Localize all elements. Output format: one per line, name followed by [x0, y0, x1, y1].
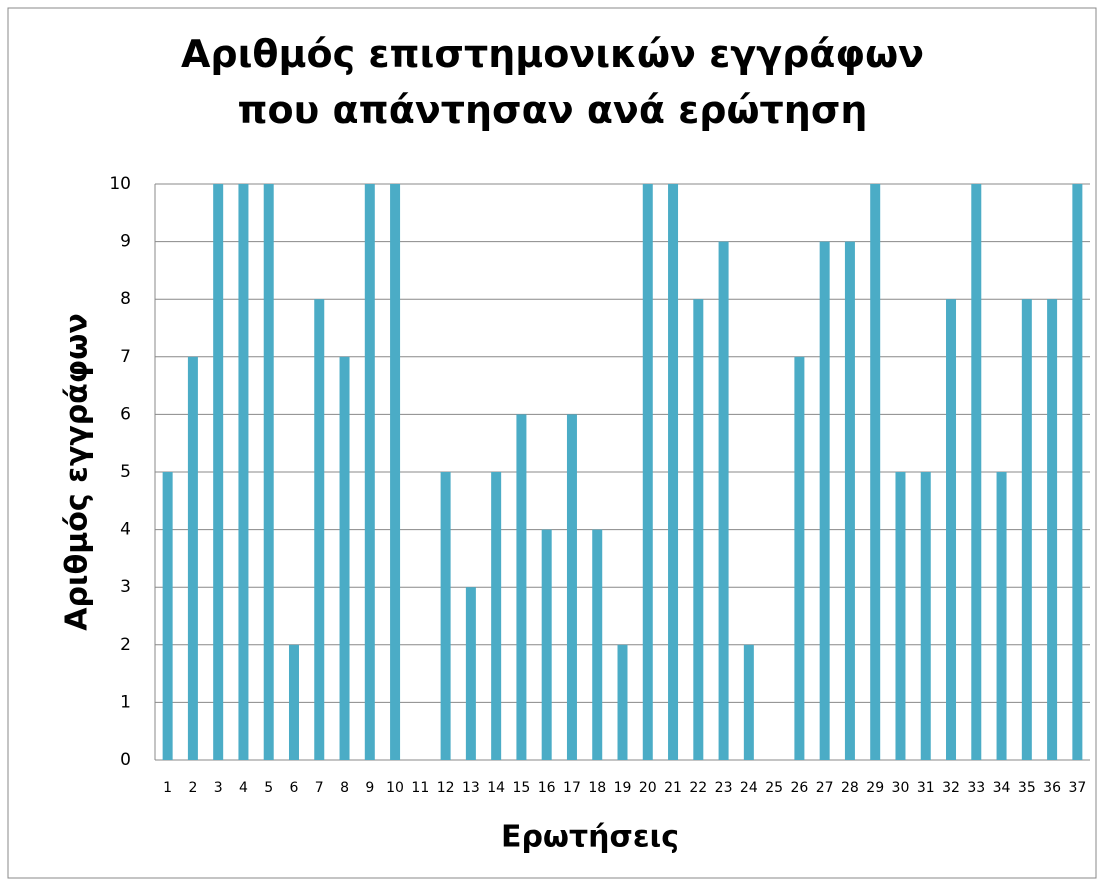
x-tick-label: 11: [411, 780, 429, 796]
y-tick-label: 7: [120, 347, 131, 367]
x-tick-label: 7: [315, 780, 324, 796]
bar: [364, 184, 375, 760]
bar: [566, 414, 577, 760]
bar: [213, 184, 224, 760]
x-tick-label: 1: [163, 780, 172, 796]
bar: [617, 644, 628, 760]
x-tick-label: 12: [437, 780, 455, 796]
y-tick-label: 4: [120, 520, 131, 540]
bar: [870, 184, 881, 760]
x-tick-label: 36: [1043, 780, 1061, 796]
x-tick-label: 8: [340, 780, 349, 796]
y-tick-label: 2: [120, 635, 131, 655]
x-tick-label: 9: [365, 780, 374, 796]
y-tick-label: 3: [120, 577, 131, 597]
x-tick-label: 21: [664, 780, 682, 796]
bar: [996, 472, 1007, 760]
bar: [288, 644, 299, 760]
chart-title: Αριθμός επιστημονικών εγγράφων που απάντ…: [180, 32, 925, 132]
x-tick-label: 23: [715, 780, 733, 796]
y-tick-label: 10: [109, 174, 131, 194]
x-tick-label: 29: [866, 780, 884, 796]
bar: [895, 472, 906, 760]
bar: [844, 241, 855, 761]
x-tick-label: 27: [816, 780, 834, 796]
bar: [162, 472, 173, 760]
x-tick-label: 4: [239, 780, 248, 796]
bar: [541, 529, 552, 760]
x-tick-label: 10: [386, 780, 404, 796]
y-tick-label: 1: [120, 692, 131, 712]
bar: [1021, 299, 1032, 760]
x-tick-label: 30: [892, 780, 910, 796]
x-tick-label: 25: [765, 780, 783, 796]
x-tick-label: 32: [942, 780, 960, 796]
x-tick-label: 24: [740, 780, 758, 796]
y-tick-label: 9: [120, 232, 131, 252]
bar: [440, 472, 451, 760]
bar: [592, 529, 603, 760]
y-axis-title: Αριθμός εγγράφων: [60, 313, 95, 631]
bar: [238, 184, 249, 760]
bar: [491, 472, 502, 760]
bar: [946, 299, 957, 760]
y-tick-label: 5: [120, 462, 131, 482]
bar: [920, 472, 931, 760]
bar: [1072, 184, 1083, 760]
bar: [390, 184, 401, 760]
bar: [794, 356, 805, 760]
bar: [693, 299, 704, 760]
x-tick-label: 33: [967, 780, 985, 796]
x-tick-label: 19: [614, 780, 632, 796]
bar: [642, 184, 653, 760]
x-tick-label: 13: [462, 780, 480, 796]
bar: [668, 184, 679, 760]
x-tick-label: 5: [264, 780, 273, 796]
x-tick-label: 3: [214, 780, 223, 796]
bar: [718, 241, 729, 761]
x-tick-label: 31: [917, 780, 935, 796]
y-tick-label: 0: [120, 750, 131, 770]
x-tick-label: 2: [188, 780, 197, 796]
bar: [1047, 299, 1058, 760]
bar: [516, 414, 527, 760]
x-tick-label: 28: [841, 780, 859, 796]
x-tick-label: 6: [290, 780, 299, 796]
x-tick-label: 17: [563, 780, 581, 796]
x-tick-label: 16: [538, 780, 556, 796]
bar: [743, 644, 754, 760]
x-tick-label: 14: [487, 780, 505, 796]
x-tick-label: 26: [790, 780, 808, 796]
x-tick-label: 35: [1018, 780, 1036, 796]
bar: [819, 241, 830, 761]
bar: [187, 356, 198, 760]
bar: [339, 356, 350, 760]
x-tick-label: 15: [513, 780, 531, 796]
bar: [971, 184, 982, 760]
y-tick-label: 8: [120, 289, 131, 309]
x-tick-label: 18: [588, 780, 606, 796]
x-tick-label: 37: [1068, 780, 1086, 796]
x-tick-label: 20: [639, 780, 657, 796]
x-axis-title: Ερωτήσεις: [501, 820, 679, 855]
bar: [263, 184, 274, 760]
bar: [314, 299, 325, 760]
x-tick-label: 34: [993, 780, 1011, 796]
x-tick-label: 22: [689, 780, 707, 796]
y-tick-label: 6: [120, 404, 131, 424]
bar: [465, 587, 476, 760]
